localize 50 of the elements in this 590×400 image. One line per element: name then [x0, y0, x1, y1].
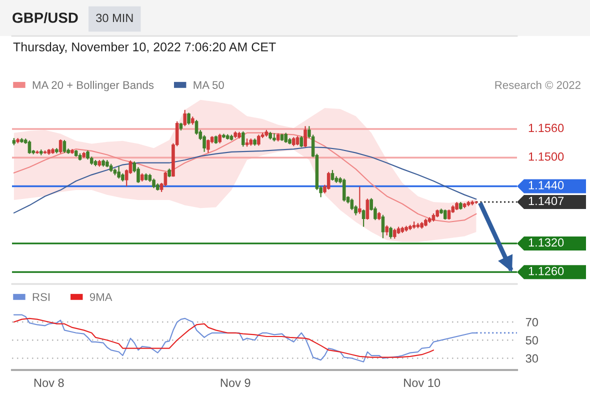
candlestick	[284, 132, 288, 144]
candlestick	[326, 171, 330, 190]
candlestick	[117, 166, 120, 180]
candlestick	[443, 209, 447, 220]
candlestick	[342, 178, 346, 202]
legend-label: MA 50	[194, 81, 224, 89]
candlestick	[366, 198, 370, 220]
candlestick	[330, 169, 334, 182]
chart-title: GBP/USD	[12, 12, 78, 24]
line-series	[13, 318, 434, 358]
ref-line-label: 1.1560	[528, 124, 564, 132]
y-tick-label: 50	[526, 336, 538, 345]
y-tick-label: 30	[526, 354, 538, 363]
candlestick	[58, 138, 62, 154]
chart-subtitle: Thursday, November 10, 2022 7:06:20 AM CET	[13, 42, 276, 54]
x-tick-label: Nov 8	[34, 378, 64, 388]
candlestick	[194, 119, 198, 136]
candlestick	[362, 209, 366, 228]
candlestick	[381, 214, 385, 239]
legend-label: RSI	[32, 293, 50, 301]
candlestick	[257, 134, 260, 146]
candlestick	[385, 224, 389, 236]
candlestick	[241, 130, 245, 148]
candlestick	[62, 139, 66, 154]
candlestick	[389, 226, 392, 240]
candlestick	[152, 178, 156, 189]
candlestick	[292, 136, 296, 147]
candlestick	[164, 171, 168, 187]
candlestick	[187, 112, 190, 126]
annotation: Research © 2022	[495, 80, 580, 89]
text: 30 MIN	[96, 14, 133, 22]
x-tick-label: Nov 10	[404, 378, 440, 388]
candlestick	[28, 140, 32, 154]
y-tick-label: 70	[526, 318, 538, 326]
x-tick-label: Nov 9	[220, 378, 250, 388]
candlestick	[358, 186, 362, 214]
candlestick	[304, 126, 307, 148]
ref-line-label: 1.1407	[528, 196, 564, 206]
candlestick	[206, 138, 210, 154]
legend-label: MA 20 + Bollinger Bands	[32, 80, 154, 92]
ref-line-label: 1.1500	[528, 152, 564, 161]
candlestick	[447, 209, 451, 220]
candlestick	[300, 136, 304, 148]
candlestick	[218, 133, 222, 144]
ref-line-label: 1.1320	[528, 238, 564, 247]
legend-label: 9MA	[90, 293, 112, 301]
candlestick	[183, 109, 187, 127]
ref-line-label: 1.1440	[528, 181, 564, 190]
ref-line-label: 1.1260	[528, 266, 564, 276]
candlestick	[392, 228, 396, 240]
